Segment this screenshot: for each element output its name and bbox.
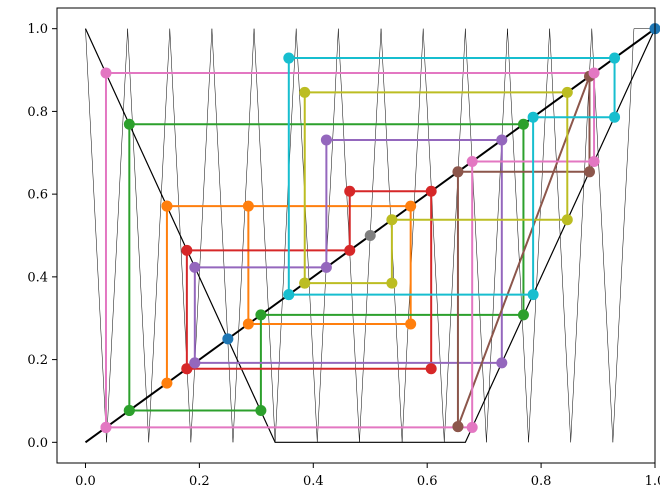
orbit-point: [283, 52, 295, 64]
y-axis: 0.0 0.2 0.4 0.6 0.8 1.0: [27, 22, 57, 451]
orbit-point: [181, 244, 193, 256]
x-tick-label: 1.0: [645, 474, 660, 489]
orbit-point: [344, 244, 356, 256]
y-tick-label: 0.0: [27, 436, 48, 451]
orbit-point: [609, 52, 621, 64]
x-axis: 0.0 0.2 0.4 0.6 0.8 1.0: [75, 463, 660, 489]
y-tick-label: 0.4: [27, 270, 48, 285]
orbit-point: [161, 377, 173, 389]
y-tick-label: 0.2: [27, 353, 48, 368]
orbit-point: [517, 309, 529, 321]
orbit-point: [189, 261, 201, 273]
orbit-point: [609, 111, 621, 123]
x-tick-label: 0.6: [417, 474, 438, 489]
y-tick-label: 1.0: [27, 22, 48, 37]
orbit-point: [181, 363, 193, 375]
orbit-point: [452, 166, 464, 178]
orbit-point: [320, 261, 332, 273]
plot-area: [57, 8, 655, 463]
orbit-point: [527, 289, 539, 301]
y-tick-label: 0.6: [27, 188, 48, 203]
orbit-point: [161, 200, 173, 212]
orbit-point: [466, 421, 478, 433]
orbit-point: [496, 134, 508, 146]
orbit-point: [527, 111, 539, 123]
orbit-point: [405, 318, 417, 330]
orbit-point: [405, 200, 417, 212]
orbit-point: [123, 118, 135, 130]
orbit-point: [588, 155, 600, 167]
orbit-point: [588, 67, 600, 79]
orbit-point: [242, 318, 254, 330]
orbit-point: [283, 289, 295, 301]
orbit-point: [584, 166, 596, 178]
x-tick-label: 0.2: [189, 474, 210, 489]
orbit-point: [255, 309, 267, 321]
orbit-point: [386, 277, 398, 289]
x-tick-label: 0.4: [303, 474, 324, 489]
y-tick-label: 0.8: [27, 105, 48, 120]
orbit-point: [299, 86, 311, 98]
plot-frame: [56, 7, 656, 464]
orbit-point: [100, 421, 112, 433]
orbit-point: [496, 357, 508, 369]
orbit-point: [242, 200, 254, 212]
x-tick-label: 0.0: [75, 474, 96, 489]
orbit-point: [344, 185, 356, 197]
orbit-point: [386, 214, 398, 226]
orbit-point: [452, 421, 464, 433]
orbit-point: [466, 155, 478, 167]
orbit-point: [100, 67, 112, 79]
tent-map-curve: [84, 28, 656, 443]
orbit-point: [123, 404, 135, 416]
orbit-point: [320, 134, 332, 146]
orbit-point: [561, 214, 573, 226]
fixed-point: [364, 230, 376, 241]
orbit-point: [189, 357, 201, 369]
orbit-point: [561, 86, 573, 98]
orbit-point: [425, 363, 437, 375]
orbit-point: [517, 118, 529, 130]
orbit-point: [299, 277, 311, 289]
orbit-point: [255, 404, 267, 416]
orbit-point: [425, 185, 437, 197]
fixed-point: [222, 333, 234, 345]
x-tick-label: 0.8: [531, 474, 552, 489]
orbit-points: [100, 23, 660, 433]
